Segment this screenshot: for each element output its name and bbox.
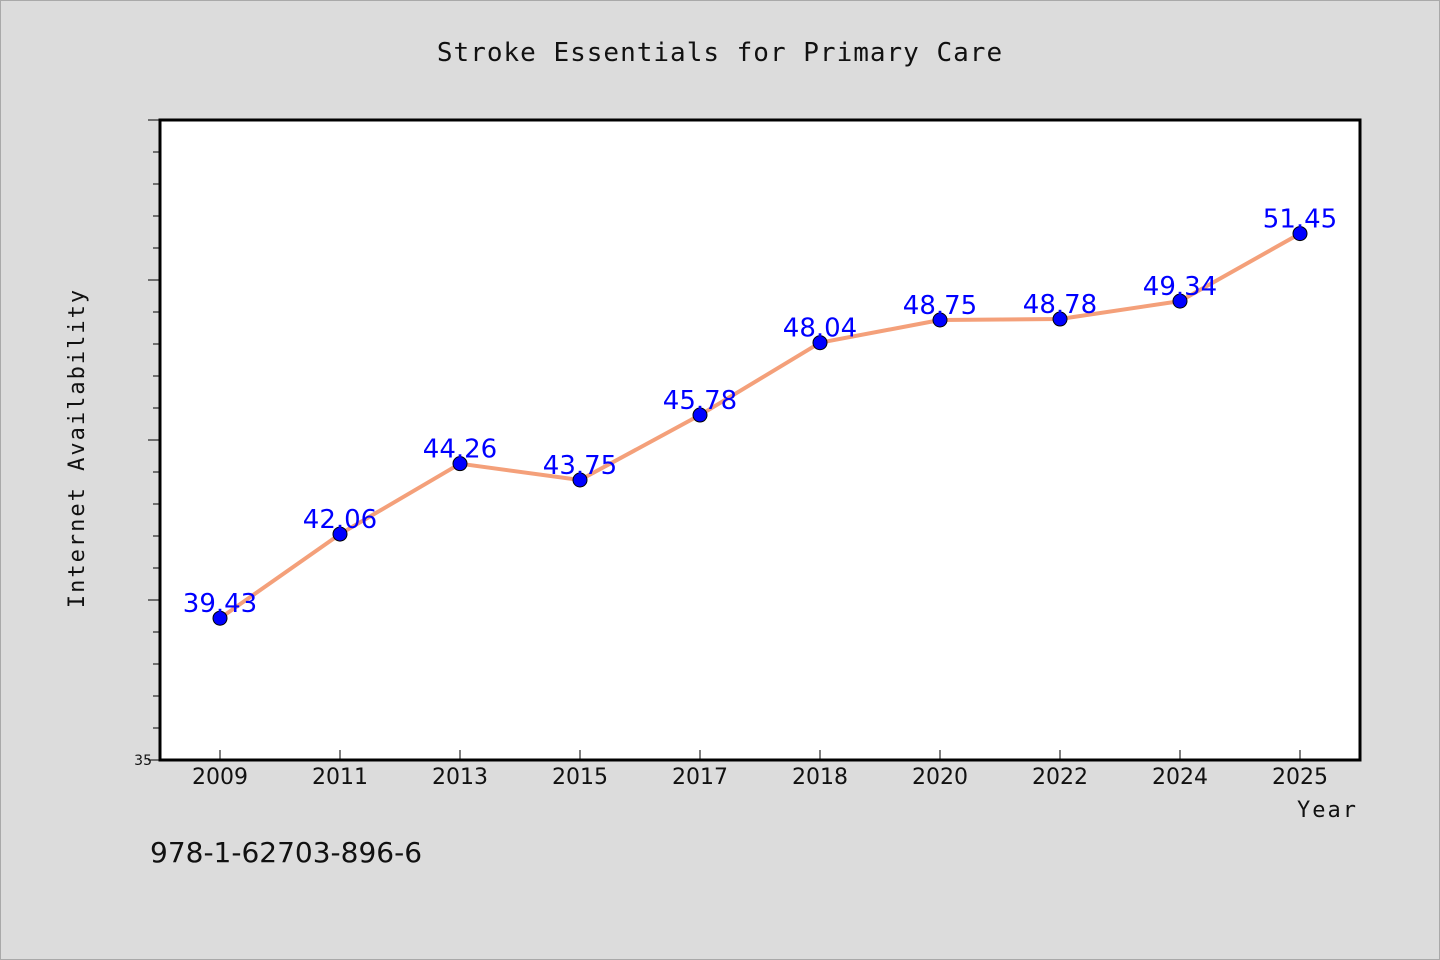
x-tick-label: 2020 <box>912 765 968 790</box>
data-point-marker <box>212 610 228 626</box>
data-label: 44.26 <box>423 435 497 465</box>
data-point-marker <box>692 407 708 423</box>
y-axis: 35 <box>134 119 160 769</box>
data-label: 48.78 <box>1023 290 1097 320</box>
isbn-footnote: 978-1-62703-896-6 <box>150 836 422 869</box>
series-line <box>218 231 1302 621</box>
data-label: 43.75 <box>543 451 617 481</box>
data-label: 39.43 <box>183 589 257 619</box>
plot-area <box>158 118 1362 762</box>
data-label: 48.04 <box>783 314 857 344</box>
x-tick-label: 2009 <box>192 765 248 790</box>
data-label: 51.45 <box>1263 205 1337 235</box>
data-point-marker <box>812 335 828 351</box>
x-tick-label: 2017 <box>672 765 728 790</box>
data-label-group: 39.43 42.06 44.26 43.75 45.78 48.04 48.75 48.78… <box>183 205 1337 620</box>
data-point-marker <box>572 472 588 488</box>
x-tick-label: 2025 <box>1272 765 1328 790</box>
x-tick-label: 2013 <box>432 765 488 790</box>
x-tick-label: 2024 <box>1152 765 1208 790</box>
chart-title: Stroke Essentials for Primary Care <box>437 38 1003 68</box>
y-axis-label: Internet Availability <box>65 288 90 608</box>
data-point-marker <box>1052 311 1068 327</box>
data-label: 48.75 <box>903 291 977 321</box>
data-point-marker <box>452 456 468 472</box>
x-axis: 2009 2011 2013 2015 2017 2018 2020 2022 2024 2025 <box>192 750 1328 790</box>
series-line-group <box>218 231 1302 621</box>
data-point-marker <box>1292 226 1308 242</box>
x-tick-label: 2015 <box>552 765 608 790</box>
data-point-marker <box>332 526 348 542</box>
data-label: 49.34 <box>1143 272 1217 302</box>
data-point-marker <box>1172 293 1188 309</box>
x-tick-label: 2011 <box>312 765 368 790</box>
y-tick-label: 35 <box>134 753 152 769</box>
marker-group <box>212 226 1308 626</box>
x-tick-label: 2022 <box>1032 765 1088 790</box>
data-label: 45.78 <box>663 386 737 416</box>
x-axis-label: Year <box>1297 798 1358 823</box>
data-point-marker <box>932 312 948 328</box>
x-tick-label: 2018 <box>792 765 848 790</box>
data-label: 42.06 <box>303 505 377 535</box>
